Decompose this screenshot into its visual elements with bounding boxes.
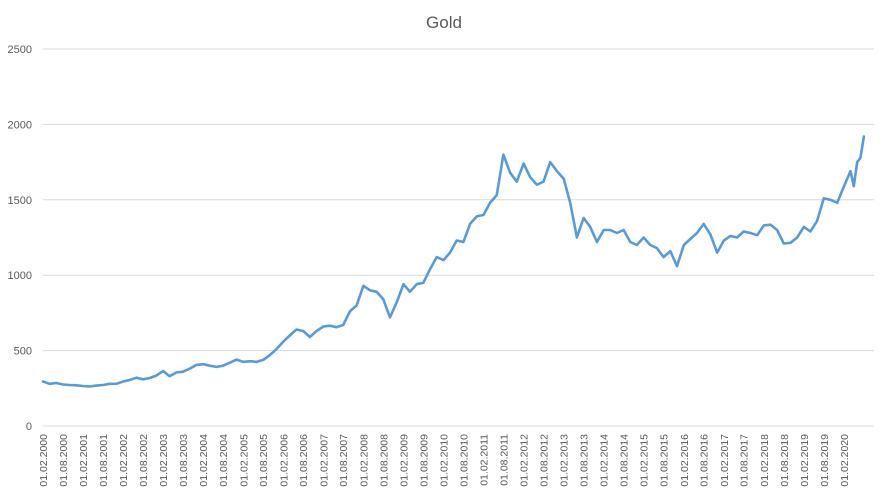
- x-tick-label: 01.02.2008: [358, 434, 370, 487]
- y-tick-label: 1000: [8, 270, 32, 282]
- x-tick-label: 01.08.2010: [458, 434, 470, 487]
- x-tick-label: 01.08.2012: [539, 434, 551, 487]
- x-tick-label: 01.08.2013: [579, 434, 591, 487]
- x-tick-label: 01.02.2007: [318, 434, 330, 487]
- x-tick-label: 01.02.2001: [78, 434, 90, 487]
- x-tick-label: 01.08.2019: [819, 434, 831, 487]
- chart-title: Gold: [426, 13, 462, 32]
- x-tick-label: 01.02.2002: [118, 434, 130, 487]
- x-tick-label: 01.08.2016: [699, 434, 711, 487]
- x-tick-label: 01.08.2005: [258, 434, 270, 487]
- x-tick-label: 01.08.2006: [298, 434, 310, 487]
- x-tick-label: 01.02.2019: [799, 434, 811, 487]
- x-tick-label: 01.08.2001: [98, 434, 110, 487]
- y-tick-label: 2000: [8, 119, 32, 131]
- x-tick-label: 01.02.2020: [839, 434, 851, 487]
- series-layer: [41, 135, 866, 388]
- x-tick-label: 01.08.2000: [58, 434, 70, 487]
- x-tick-label: 01.02.2003: [158, 434, 170, 487]
- x-tick-label: 01.08.2002: [138, 434, 150, 487]
- x-tick-label: 01.02.2017: [719, 434, 731, 487]
- x-tick-label: 01.08.2018: [779, 434, 791, 487]
- x-tick-label: 01.08.2007: [338, 434, 350, 487]
- y-tick-label: 500: [14, 346, 32, 358]
- x-tick-label: 01.08.2011: [498, 434, 510, 486]
- x-tick-label: 01.02.2009: [399, 434, 411, 487]
- x-tick-label: 01.08.2009: [418, 434, 430, 487]
- x-tick-label: 01.02.2013: [559, 434, 571, 487]
- x-tick-label: 01.02.2016: [679, 434, 691, 487]
- y-axis-ticks: 0 500 1000 1500 2000 2500: [8, 44, 32, 433]
- x-tick-label: 01.02.2000: [38, 434, 50, 487]
- x-tick-label: 01.08.2003: [178, 434, 190, 487]
- x-axis-ticks: 01.02.2000 01.08.2000 01.02.2001 01.08.2001…: [38, 434, 851, 487]
- x-tick-label: 01.08.2004: [218, 434, 230, 487]
- x-tick-label: 01.02.2014: [599, 434, 611, 487]
- x-tick-label: 01.08.2008: [378, 434, 390, 487]
- x-tick-label: 01.02.2012: [519, 434, 531, 487]
- x-tick-label: 01.02.2015: [639, 434, 651, 487]
- x-tick-label: 01.02.2011: [479, 434, 491, 486]
- x-tick-label: 01.02.2006: [278, 434, 290, 487]
- gridlines: [43, 48, 874, 427]
- x-tick-label: 01.08.2017: [739, 434, 751, 487]
- x-tick-label: 01.02.2010: [439, 434, 451, 487]
- x-tick-label: 01.08.2014: [619, 434, 631, 487]
- y-tick-label: 2500: [8, 44, 32, 56]
- gold-price-line: [41, 135, 866, 388]
- x-tick-label: 01.02.2004: [198, 434, 210, 487]
- x-tick-label: 01.02.2018: [759, 434, 771, 487]
- x-tick-label: 01.08.2015: [659, 434, 671, 487]
- y-tick-label: 1500: [8, 195, 32, 207]
- x-tick-label: 01.02.2005: [238, 434, 250, 487]
- y-tick-label: 0: [26, 421, 32, 433]
